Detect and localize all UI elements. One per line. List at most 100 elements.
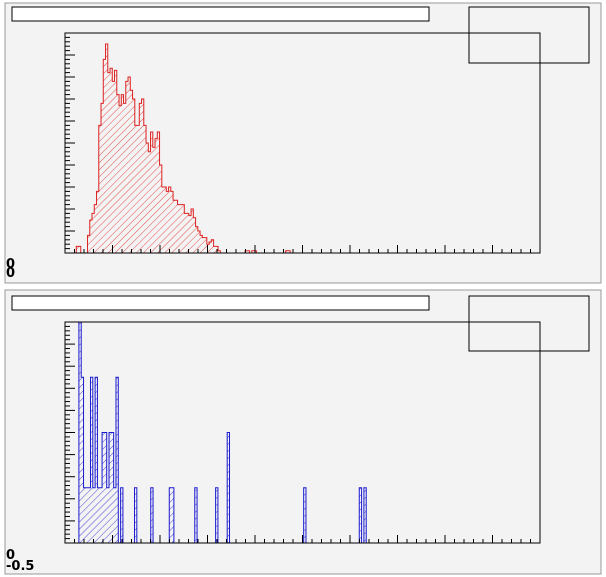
top-hist-bar	[128, 77, 131, 253]
top-hist-bar	[193, 217, 196, 253]
top-hist-bar	[170, 191, 174, 253]
top-hist-bar	[166, 191, 169, 253]
top-hist-bar	[152, 147, 156, 253]
top-hist-bar	[177, 204, 180, 253]
top-hist-bar	[251, 250, 255, 253]
bottom-hist-bar	[106, 487, 110, 543]
top-hist-bar	[134, 125, 138, 253]
top-hist-bar	[112, 81, 115, 254]
top-hist-bar	[110, 68, 113, 253]
top-hist-bar	[103, 59, 106, 254]
bottom-hist-bar	[109, 432, 112, 543]
top-hist-bar	[209, 242, 212, 253]
top-hist-bar	[119, 105, 122, 253]
bottom-hist-bar	[99, 487, 103, 543]
top-hist-bar	[132, 99, 135, 253]
top-hist-bar	[121, 94, 124, 253]
top-hist-bar	[116, 94, 120, 253]
top-hist-bar	[137, 125, 140, 253]
top-hist-bar	[218, 250, 221, 253]
top-hist-bar	[141, 99, 144, 253]
bottom-hist-bar	[169, 487, 172, 543]
bottom-hist-bar	[359, 487, 362, 543]
top-pad: 0 0	[4, 2, 602, 284]
top-hist-bar	[186, 213, 189, 253]
top-hist-bar	[78, 246, 81, 253]
top-hist-bar	[123, 103, 126, 254]
bottom-axis-ticks	[64, 321, 541, 544]
top-hist-bar	[157, 132, 160, 253]
top-hist-bar	[204, 237, 207, 253]
top-hist-bar	[87, 235, 90, 253]
top-hist-bar	[164, 187, 167, 253]
top-yaxis-label-1: 0	[6, 257, 15, 272]
top-hist-bar	[161, 187, 165, 253]
top-hist-bar	[150, 132, 153, 253]
top-yaxis-label-2: 0	[6, 266, 15, 281]
top-hist-bar	[200, 235, 203, 253]
top-hist-bar	[197, 231, 201, 253]
top-hist-bar	[94, 204, 97, 253]
top-axis-ticks	[64, 32, 541, 254]
top-hist-bar	[125, 81, 129, 254]
top-hist-bar	[191, 209, 194, 253]
top-hist-bar	[98, 125, 102, 253]
bottom-hist-bar	[83, 487, 86, 543]
top-hist-bar	[105, 44, 108, 253]
top-hist-bar	[159, 165, 162, 253]
bottom-hist-bar	[78, 322, 82, 543]
top-hist-bar	[173, 200, 176, 253]
bottom-title-box	[11, 295, 430, 311]
bottom-hist-bar	[88, 487, 91, 543]
top-hist-bar	[285, 250, 288, 253]
bottom-hist-bar	[92, 487, 96, 543]
bottom-hist-bar	[150, 487, 154, 543]
bottom-hist-bar	[134, 487, 137, 543]
top-hist-bar	[184, 213, 187, 253]
top-hist-bar	[143, 125, 147, 253]
top-hist-bar	[76, 246, 79, 253]
top-hist-bar	[96, 191, 99, 253]
bottom-pad: 0 -0.5	[4, 289, 602, 575]
bottom-hist-bar	[363, 487, 367, 543]
bottom-hist-bar	[90, 377, 93, 543]
top-hist-bar	[175, 200, 178, 253]
top-hist-bar	[195, 226, 198, 253]
bottom-hist-bar	[171, 487, 174, 543]
bottom-hist-bar	[95, 377, 98, 543]
top-hist-bar	[179, 204, 183, 253]
bottom-hist-bar	[215, 487, 218, 543]
top-hist-bar	[101, 103, 104, 254]
bottom-hist-bar	[104, 432, 107, 543]
bottom-yaxis-label-1: 0	[6, 548, 15, 563]
bottom-hist-bar	[85, 487, 89, 543]
top-hist-bar	[107, 72, 111, 253]
bottom-histogram	[65, 321, 540, 544]
top-hist-bar	[202, 237, 205, 253]
top-title-box	[11, 6, 430, 22]
top-hist-bar	[213, 246, 216, 253]
top-hist-bar	[146, 143, 149, 253]
top-hist-bar	[188, 215, 192, 253]
top-hist-bar	[168, 187, 171, 253]
bottom-hist-bar	[97, 487, 100, 543]
top-hist-bar	[130, 90, 133, 253]
bottom-hist-bar	[115, 377, 119, 543]
bottom-hist-bar	[81, 377, 84, 543]
bottom-stats-box	[468, 295, 590, 352]
bottom-hist-bar	[194, 487, 198, 543]
bottom-yaxis-label-2: -0.5	[6, 559, 34, 574]
top-hist-bar	[245, 250, 248, 253]
top-hist-bar	[89, 220, 93, 253]
top-hist-bar	[114, 70, 117, 254]
bottom-hist-bar	[111, 432, 114, 543]
bottom-hist-bar	[113, 487, 116, 543]
top-hist-bar	[155, 138, 158, 253]
bottom-hist-bar	[303, 487, 306, 543]
top-hist-bar	[287, 250, 291, 253]
top-hist-bar	[139, 103, 142, 254]
bottom-hist-bar	[102, 432, 105, 543]
top-stats-box	[468, 6, 590, 64]
bottom-hist-bar	[120, 487, 123, 543]
